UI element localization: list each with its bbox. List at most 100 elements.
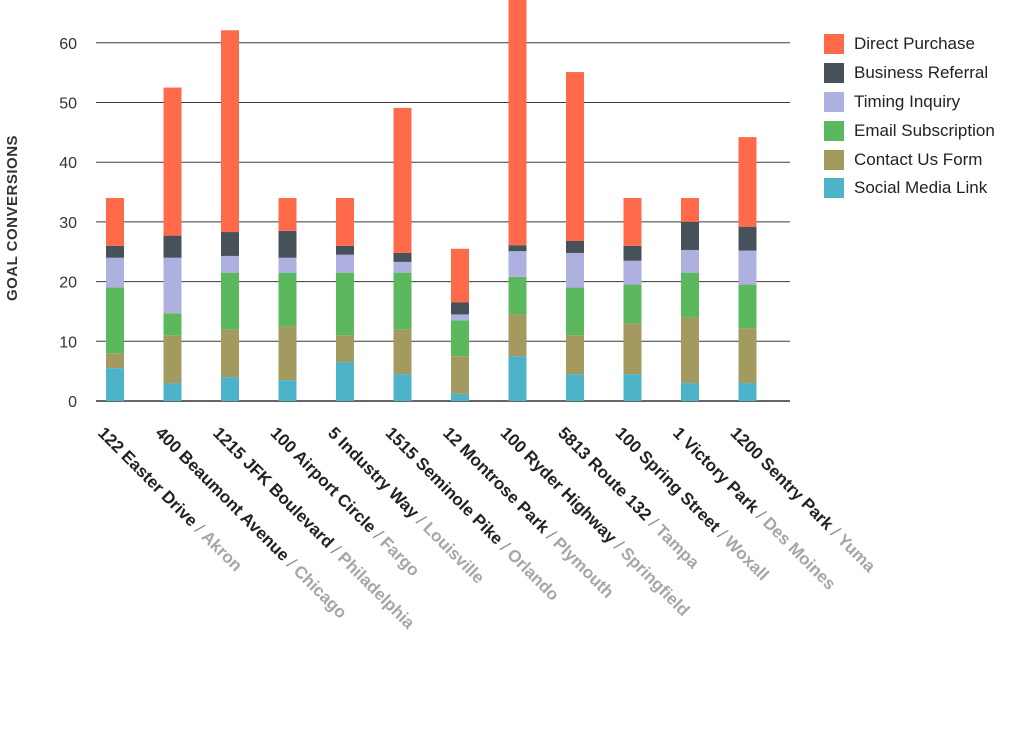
bar-segment	[221, 272, 239, 330]
bar-segment	[681, 249, 699, 273]
legend-label: Timing Inquiry	[854, 91, 961, 111]
bar-segment	[393, 261, 412, 273]
bar-segment	[163, 235, 182, 258]
bars	[106, 0, 757, 401]
bar-segment	[106, 353, 124, 369]
bar-segment	[508, 0, 527, 246]
bar-segment	[566, 72, 584, 242]
bar-segment	[393, 374, 412, 401]
bar-segment	[393, 107, 412, 253]
bar-stack	[393, 107, 412, 401]
bar-segment	[566, 287, 584, 336]
y-axis-ticks: 0 10 20 30 40 50 60	[59, 36, 77, 411]
bar-segment	[681, 221, 699, 250]
bar-segment	[106, 198, 124, 246]
y-axis-label: GOAL CONVERSIONS	[4, 135, 21, 301]
bar-stack	[681, 198, 699, 401]
bar-stack	[278, 198, 297, 401]
bar-segment	[106, 368, 124, 401]
bar-stack	[566, 72, 584, 401]
bar-segment	[623, 245, 642, 261]
bar-segment	[451, 320, 469, 357]
bar-stack	[106, 198, 124, 401]
x-tick-city: Fargo	[376, 533, 423, 580]
legend-item: Business Referral	[824, 59, 995, 88]
bar-segment	[278, 272, 297, 327]
legend-swatch	[824, 149, 844, 170]
bar-segment	[508, 356, 527, 401]
legend-label: Contact Us Form	[854, 149, 983, 169]
bar-segment	[566, 252, 584, 288]
bar-segment	[508, 245, 527, 252]
bar-stack	[163, 87, 182, 401]
x-tick-city: Yuma	[834, 530, 880, 576]
legend-label: Social Media Link	[854, 178, 988, 198]
bar-segment	[623, 284, 642, 324]
bar-segment	[738, 137, 757, 227]
bar-segment	[623, 374, 642, 401]
bar-segment	[738, 383, 757, 401]
bar-segment	[393, 252, 412, 262]
legend: Direct Purchase Business Referral Timing I…	[824, 30, 995, 203]
bar-segment	[106, 245, 124, 258]
bar-segment	[738, 226, 757, 251]
bar-segment	[336, 198, 354, 246]
bar-stack	[221, 30, 239, 401]
bar-segment	[508, 276, 527, 315]
bar-segment	[336, 335, 354, 363]
bar-segment	[623, 260, 642, 285]
legend-item: Direct Purchase	[824, 30, 995, 59]
legend-swatch	[824, 34, 844, 55]
legend-item: Contact Us Form	[824, 145, 995, 174]
x-tick-street: 122 Easter Drive	[94, 423, 201, 530]
y-tick-label: 10	[59, 334, 77, 351]
bar-stack	[623, 198, 642, 401]
legend-item: Email Subscription	[824, 116, 995, 145]
bar-segment	[278, 230, 297, 258]
y-tick-label: 60	[59, 36, 77, 53]
bar-segment	[451, 314, 469, 321]
bar-segment	[623, 323, 642, 375]
legend-label: Direct Purchase	[854, 34, 975, 54]
bar-segment	[278, 257, 297, 273]
bar-segment	[738, 284, 757, 329]
bar-segment	[451, 248, 469, 303]
bar-segment	[163, 313, 182, 336]
bar-segment	[566, 335, 584, 375]
x-tick-city: Chicago	[290, 561, 351, 622]
bar-segment	[508, 251, 527, 277]
bar-segment	[163, 383, 182, 401]
y-tick-label: 40	[59, 155, 77, 172]
x-tick-street: 1200 Sentry Park	[727, 423, 838, 534]
bar-segment	[681, 383, 699, 401]
legend-label: Business Referral	[854, 63, 989, 83]
legend-swatch	[824, 120, 844, 141]
bar-segment	[221, 329, 239, 378]
bar-stack	[336, 198, 354, 401]
bar-segment	[106, 287, 124, 354]
bar-segment	[738, 250, 757, 285]
bar-segment	[451, 356, 469, 394]
bar-segment	[163, 335, 182, 384]
y-tick-label: 50	[59, 96, 77, 113]
bar-stack	[451, 248, 469, 401]
bar-segment	[278, 198, 297, 231]
bar-segment	[566, 374, 584, 401]
bar-segment	[681, 198, 699, 222]
legend-item: Timing Inquiry	[824, 88, 995, 117]
bar-segment	[278, 380, 297, 401]
legend-item: Social Media Link	[824, 174, 995, 203]
bar-segment	[508, 314, 527, 357]
bar-segment	[163, 87, 182, 236]
bar-segment	[451, 302, 469, 315]
gridlines	[96, 42, 790, 402]
x-tick-street: 12 Montrose Park	[439, 423, 553, 537]
bar-segment	[221, 30, 239, 233]
bar-segment	[623, 198, 642, 246]
bar-segment	[106, 257, 124, 288]
x-tick-city: Woxall	[721, 532, 773, 584]
x-tick-city: Akron	[198, 527, 246, 575]
x-tick-city: Tampa	[652, 521, 704, 573]
